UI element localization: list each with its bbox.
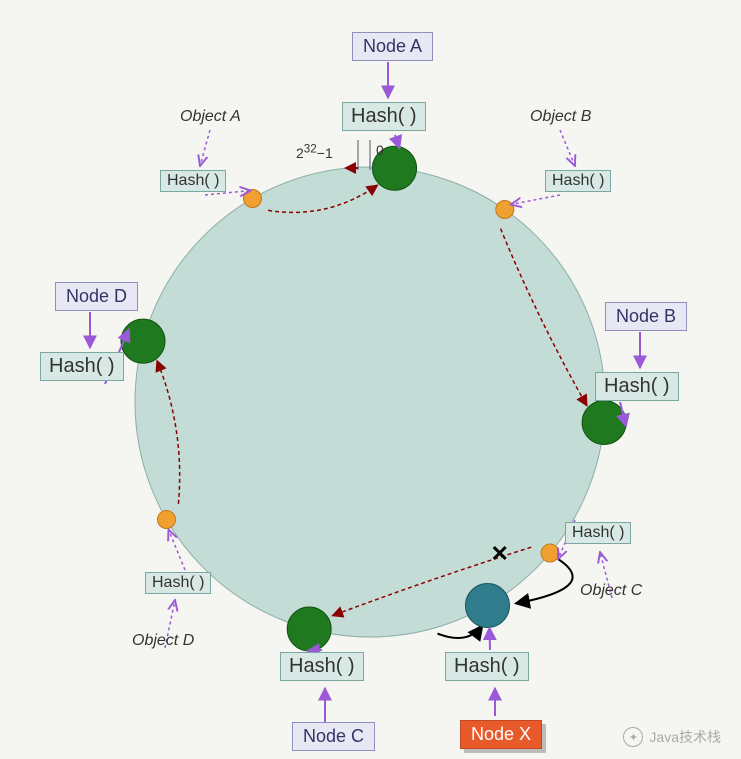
node-a-box: Node A — [352, 32, 433, 61]
tick-left-label: 232−1 — [296, 142, 333, 161]
hash-node-d: Hash( ) — [40, 352, 124, 381]
hash-obj-a: Hash( ) — [160, 170, 226, 192]
hash-obj-c: Hash( ) — [565, 522, 631, 544]
svg-text:✕: ✕ — [491, 541, 509, 566]
watermark-text: Java技术栈 — [649, 727, 721, 747]
node-b-box: Node B — [605, 302, 687, 331]
object-c-label: Object C — [580, 582, 642, 600]
tick-right-label: 0 — [376, 142, 384, 158]
wechat-icon: ✦ — [623, 727, 643, 747]
hash-node-c: Hash( ) — [280, 652, 364, 681]
hash-node-b: Hash( ) — [595, 372, 679, 401]
hash-obj-d: Hash( ) — [145, 572, 211, 594]
object-b-label: Object B — [530, 108, 591, 126]
hash-node-a: Hash( ) — [342, 102, 426, 131]
object-a-label: Object A — [180, 108, 241, 126]
watermark: ✦ Java技术栈 — [623, 727, 721, 747]
object-d-label: Object D — [132, 632, 194, 650]
node-c-box: Node C — [292, 722, 375, 751]
node-x-box: Node X — [460, 720, 542, 749]
diagram-canvas: ✕ Node A Hash( ) Object B Hash( ) Object… — [0, 0, 741, 759]
hash-obj-b: Hash( ) — [545, 170, 611, 192]
hash-node-x: Hash( ) — [445, 652, 529, 681]
node-d-box: Node D — [55, 282, 138, 311]
